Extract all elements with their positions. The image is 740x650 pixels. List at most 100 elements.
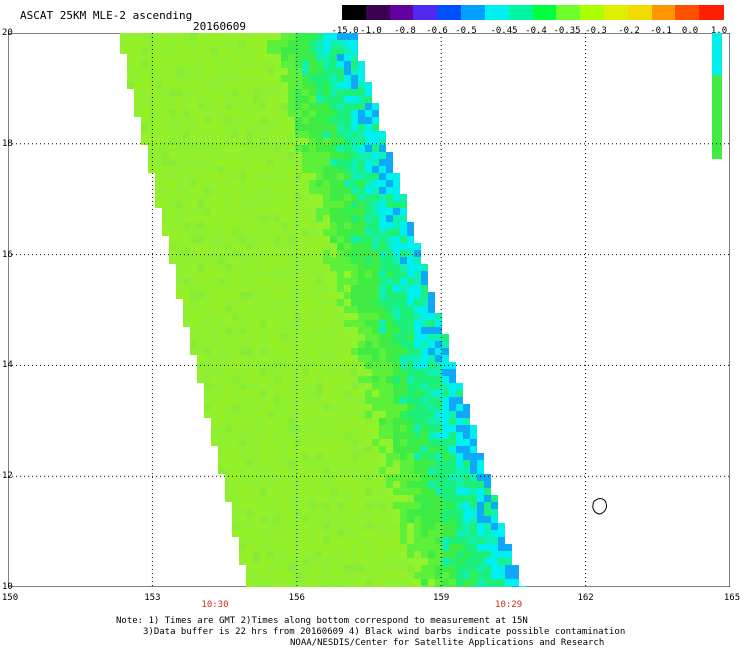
- swath-cell: [246, 138, 253, 145]
- swath-cell: [393, 250, 400, 257]
- swath-cell: [372, 257, 379, 264]
- swath-cell: [309, 334, 316, 341]
- swath-cell: [239, 194, 246, 201]
- swath-cell: [421, 411, 428, 418]
- swath-cell: [316, 75, 323, 82]
- swath-cell: [323, 418, 330, 425]
- swath-cell: [344, 180, 351, 187]
- swath-cell: [295, 509, 302, 516]
- swath-cell: [246, 306, 253, 313]
- pass-time-label: 10:30: [201, 600, 229, 610]
- swath-cell: [330, 411, 337, 418]
- swath-cell: [211, 89, 218, 96]
- swath-cell: [421, 271, 428, 278]
- swath-cell: [358, 264, 365, 271]
- swath-cell: [274, 61, 281, 68]
- swath-cell: [442, 362, 449, 369]
- swath-cell: [344, 586, 351, 587]
- swath-cell: [386, 467, 393, 474]
- swath-cell: [260, 327, 267, 334]
- swath-cell: [281, 229, 288, 236]
- swath-cell: [365, 194, 372, 201]
- swath-cell: [288, 411, 295, 418]
- swath-cell: [407, 481, 414, 488]
- swath-cell: [393, 579, 400, 586]
- swath-cell: [344, 75, 351, 82]
- swath-cell: [211, 215, 218, 222]
- swath-cell: [232, 369, 239, 376]
- swath-cell: [337, 68, 344, 75]
- swath-cell: [267, 320, 274, 327]
- swath-cell: [323, 355, 330, 362]
- swath-cell: [386, 425, 393, 432]
- swath-cell: [197, 117, 204, 124]
- swath-cell: [337, 187, 344, 194]
- swath-cell: [498, 544, 505, 551]
- swath-cell: [344, 187, 351, 194]
- swath-cell: [358, 327, 365, 334]
- swath-cell: [288, 278, 295, 285]
- swath-cell: [260, 152, 267, 159]
- swath-cell: [456, 467, 463, 474]
- swath-cell: [281, 75, 288, 82]
- swath-cell: [302, 369, 309, 376]
- swath-cell: [246, 390, 253, 397]
- swath-cell: [267, 299, 274, 306]
- swath-cell: [267, 138, 274, 145]
- longitude-label: 153: [144, 593, 161, 603]
- swath-cell: [428, 299, 435, 306]
- swath-cell: [274, 586, 281, 587]
- swath-cell: [253, 530, 260, 537]
- swath-cell: [435, 425, 442, 432]
- swath-cell: [183, 110, 190, 117]
- swath-cell: [365, 82, 372, 89]
- swath-cell: [281, 355, 288, 362]
- swath-cell: [155, 173, 162, 180]
- swath-cell: [232, 285, 239, 292]
- colorbar-tick-label: -15.0: [331, 26, 359, 36]
- swath-cell: [267, 460, 274, 467]
- swath-cell: [169, 166, 176, 173]
- swath-cell: [190, 306, 197, 313]
- swath-cell: [288, 131, 295, 138]
- swath-cell: [344, 362, 351, 369]
- swath-cell: [337, 390, 344, 397]
- swath-cell: [260, 404, 267, 411]
- swath-cell: [302, 145, 309, 152]
- swath-cell: [246, 166, 253, 173]
- swath-cell: [309, 439, 316, 446]
- swath-cell: [407, 292, 414, 299]
- swath-cell: [309, 285, 316, 292]
- swath-cell: [421, 565, 428, 572]
- swath-cell: [267, 432, 274, 439]
- swath-cell: [337, 236, 344, 243]
- swath-cell: [337, 292, 344, 299]
- swath-cell: [330, 425, 337, 432]
- swath-cell: [435, 418, 442, 425]
- swath-cell: [295, 355, 302, 362]
- swath-cell: [274, 579, 281, 586]
- swath-cell: [505, 544, 512, 551]
- swath-cell: [302, 390, 309, 397]
- swath-cell: [267, 439, 274, 446]
- swath-cell: [428, 432, 435, 439]
- swath-cell: [253, 327, 260, 334]
- swath-cell: [372, 341, 379, 348]
- swath-cell: [253, 390, 260, 397]
- swath-cell: [232, 40, 239, 47]
- swath-cell: [204, 222, 211, 229]
- swath-cell: [351, 236, 358, 243]
- swath-cell: [316, 110, 323, 117]
- swath-cell: [407, 299, 414, 306]
- swath-cell: [428, 348, 435, 355]
- swath-cell: [400, 243, 407, 250]
- swath-cell: [232, 278, 239, 285]
- swath-cell: [218, 334, 225, 341]
- swath-cell: [295, 376, 302, 383]
- swath-cell: [239, 334, 246, 341]
- swath-cell: [288, 586, 295, 587]
- swath-cell: [197, 152, 204, 159]
- swath-cell: [470, 537, 477, 544]
- swath-cell: [316, 271, 323, 278]
- swath-cell: [302, 271, 309, 278]
